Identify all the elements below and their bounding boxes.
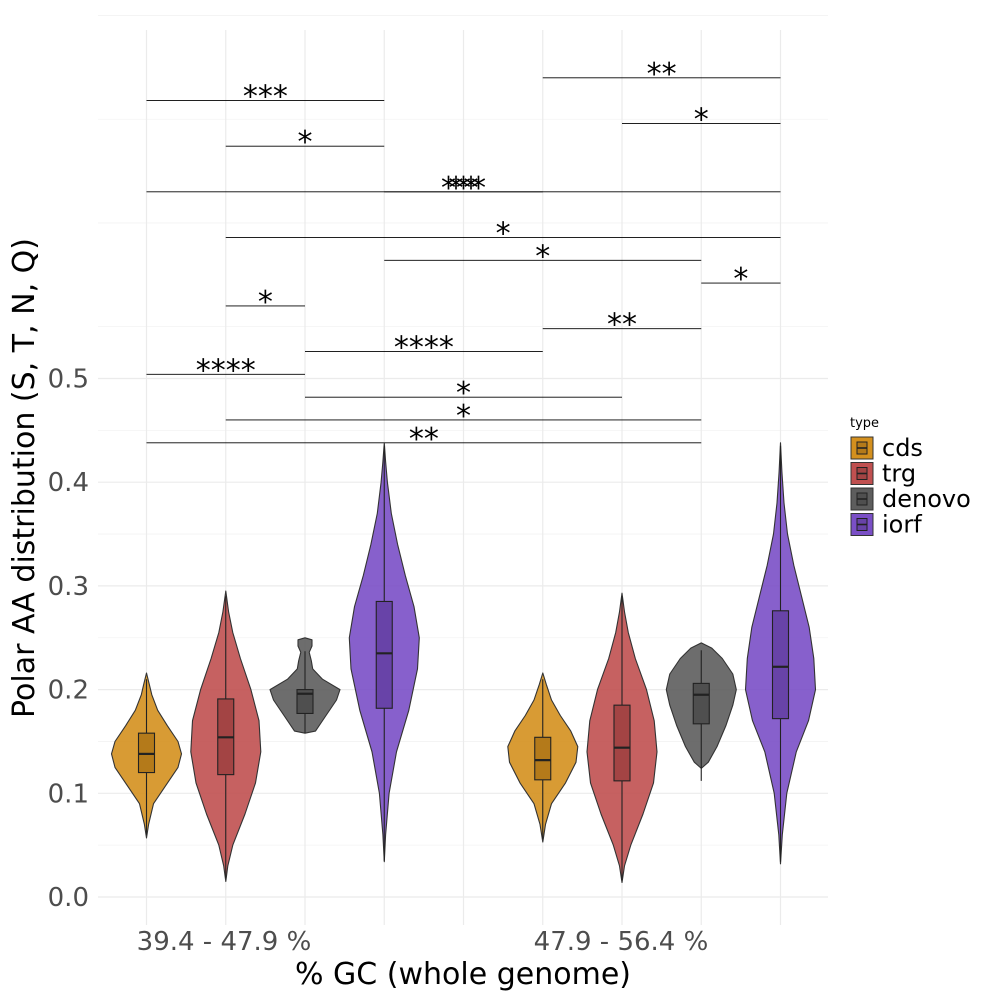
violin-trg-group-2 [586,592,658,884]
violin-cds-group-2 [507,672,579,843]
boxplot-box [613,704,631,782]
significance-label: * [258,285,273,320]
significance-label: **** [394,331,454,366]
violin-denovo-group-2 [665,642,737,781]
legend-item-cds: cds [850,434,923,462]
y-axis-title: Polar AA distribution (S, T, N, Q) [7,238,42,718]
x-tick-label-group-2: 47.9 - 56.4 % [534,927,709,957]
boxplot-box [534,736,552,781]
x-axis-title: % GC (whole genome) [295,957,631,992]
significance-label: * [733,262,748,297]
legend-item-denovo: denovo [850,485,971,513]
significance-label: * [456,376,471,411]
boxplot-box [692,682,710,725]
legend-title: type [850,416,879,431]
x-tick-label-group-1: 39.4 - 47.9 % [137,927,312,957]
violin-iorf-group-2 [744,442,817,865]
significance-brackets: ****************************** [146,57,781,457]
y-tick-label: 0.0 [48,883,89,913]
significance-label: * [298,125,313,160]
boxplot-box [375,600,393,709]
boxplot-box [771,610,790,720]
violin-iorf-group-1 [348,442,420,863]
boxplot-box [296,689,314,715]
significance-label: *** [243,80,288,115]
legend-label: cds [882,434,923,462]
y-tick-label: 0.5 [48,365,89,395]
legend-item-iorf: iorf [850,511,922,539]
significance-label: * [496,216,511,251]
legend-item-trg: trg [850,460,916,488]
significance-label: *** [441,171,486,206]
significance-label: **** [196,353,256,388]
significance-label: * [535,239,550,274]
significance-label: * [456,399,471,434]
significance-label: * [694,102,709,137]
y-tick-label: 0.2 [48,676,89,706]
y-tick-label: 0.3 [48,572,89,602]
y-tick-label: 0.1 [48,779,89,809]
legend-label: denovo [882,485,971,513]
y-tick-label: 0.4 [48,468,89,498]
x-axis: 39.4 - 47.9 % 47.9 - 56.4 % [137,927,709,957]
significance-label: ** [449,171,479,206]
violins [110,442,817,884]
legend-label: trg [882,460,916,488]
y-axis: 0.0 0.1 0.2 0.3 0.4 0.5 [48,365,89,914]
significance-label: ** [409,422,439,457]
significance-label: ** [647,57,677,92]
violin-cds-group-1 [110,672,183,839]
significance-label: ** [607,308,637,343]
violin-trg-group-1 [190,590,262,882]
violin-denovo-group-1 [269,637,341,734]
legend-label: iorf [882,511,922,539]
